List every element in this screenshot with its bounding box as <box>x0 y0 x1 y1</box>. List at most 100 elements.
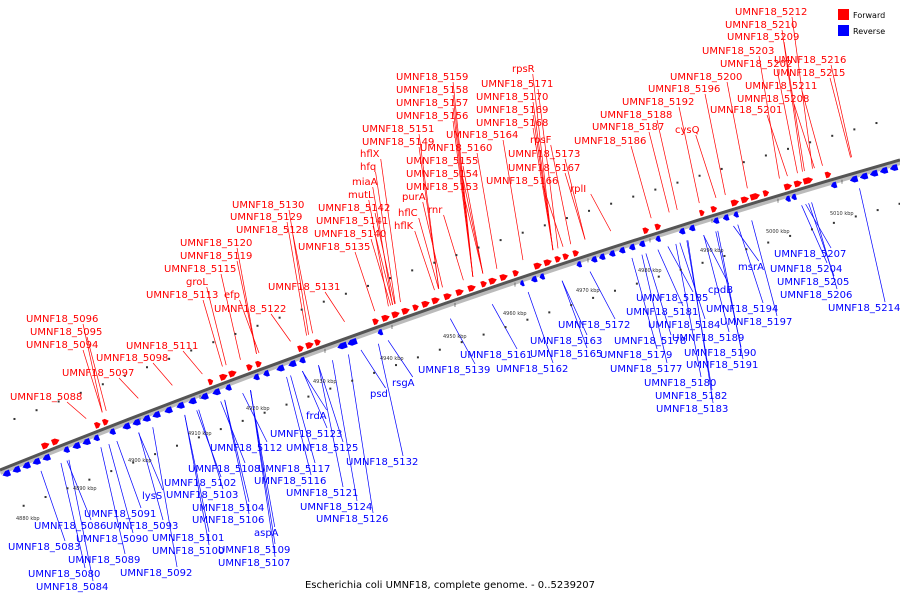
forward-leader-line <box>288 209 309 335</box>
forward-leader-line <box>418 217 439 289</box>
reverse-gene-label: UMNF18_5107 <box>218 558 290 569</box>
reverse-gene-label: UMNF18_5108 <box>188 464 260 475</box>
gene-labels: UMNF18_5088UMNF18_5097UMNF18_5098UMNF18_… <box>8 7 900 593</box>
reverse-track-dot <box>132 461 135 464</box>
reverse-track-dot <box>263 411 266 414</box>
reverse-gene <box>638 240 646 248</box>
reverse-gene-label: UMNF18_5162 <box>496 364 568 375</box>
forward-leader-line <box>656 119 678 211</box>
reverse-gene-label: UMNF18_5090 <box>76 534 148 545</box>
reverse-leader-line <box>302 370 328 429</box>
forward-leader-line <box>220 273 241 360</box>
forward-track-dot <box>521 231 524 234</box>
forward-gene <box>642 227 650 235</box>
forward-leader-line <box>286 221 307 336</box>
forward-gene <box>554 256 561 263</box>
reverse-track-dot <box>570 304 573 307</box>
reverse-leader-line <box>657 249 684 307</box>
reverse-gene <box>830 181 838 189</box>
reverse-leader-line <box>138 432 164 491</box>
axis-tick-label: 5010 kbp <box>830 211 854 217</box>
reverse-gene <box>72 441 82 449</box>
reverse-track-dot <box>66 487 69 490</box>
forward-gene-label: UMNF18_5164 <box>446 130 518 141</box>
forward-gene-label: miaA <box>352 177 378 188</box>
forward-gene <box>698 209 705 217</box>
reverse-gene-label: UMNF18_5161 <box>460 350 532 361</box>
forward-gene <box>219 373 228 381</box>
forward-leader-line <box>152 362 173 386</box>
forward-leader-line <box>236 247 257 354</box>
reverse-leader-line <box>631 257 658 350</box>
reverse-leader-line <box>811 202 838 290</box>
forward-gene-label: UMNF18_5166 <box>486 176 558 187</box>
reverse-gene-label: UMNF18_5172 <box>558 320 630 331</box>
reverse-gene-label: UMNF18_5093 <box>106 521 178 532</box>
forward-track-dot <box>366 284 369 287</box>
forward-leader-line <box>462 178 484 274</box>
reverse-gene-label: UMNF18_5109 <box>218 545 290 556</box>
forward-gene <box>101 418 109 426</box>
forward-track-dot <box>787 147 790 150</box>
reverse-leader-line <box>108 444 134 534</box>
reverse-track-dot <box>44 496 47 499</box>
forward-gene-label: cysQ <box>675 125 700 136</box>
reverse-gene <box>678 227 686 235</box>
reverse-leader-line <box>561 280 588 336</box>
forward-gene-label: mutL <box>348 190 374 201</box>
forward-gene-label: UMNF18_5170 <box>476 92 548 103</box>
reverse-track-dot <box>657 275 660 278</box>
reverse-gene <box>276 364 285 372</box>
reverse-gene <box>299 356 306 364</box>
forward-gene-label: UMNF18_5094 <box>26 340 98 351</box>
axis-tick-label: 4880 kbp <box>16 516 40 522</box>
forward-gene-label: UMNF18_5200 <box>670 72 742 83</box>
reverse-gene-label: UMNF18_5103 <box>166 490 238 501</box>
forward-gene-label: rpsR <box>512 64 535 75</box>
forward-gene-label: rpsF <box>530 135 552 146</box>
reverse-track-dot <box>373 371 376 374</box>
forward-leader-line <box>292 234 313 334</box>
forward-gene-label: UMNF18_5188 <box>600 110 672 121</box>
forward-leader-line <box>324 291 345 323</box>
forward-track-dot <box>256 324 259 327</box>
reverse-track-dot <box>526 318 529 321</box>
forward-leader-line <box>236 260 257 354</box>
reverse-leader-line <box>318 365 344 488</box>
reverse-track-dot <box>110 470 113 473</box>
reverse-leader-line <box>301 370 328 411</box>
reverse-gene <box>63 446 71 453</box>
forward-leader-line <box>648 131 670 213</box>
forward-gene <box>824 171 832 179</box>
reverse-leader-line <box>318 365 344 443</box>
forward-leader-line <box>422 201 443 288</box>
forward-track-dot <box>322 300 325 303</box>
reverse-gene-label: UMNF18_5121 <box>286 488 358 499</box>
forward-leader-line <box>776 68 798 174</box>
reverse-track-dot <box>876 209 879 212</box>
reverse-gene <box>859 172 869 180</box>
forward-gene-label: UMNF18_5186 <box>574 136 646 147</box>
forward-gene-label: UMNF18_5140 <box>314 229 386 240</box>
forward-gene-label: UMNF18_5159 <box>396 72 468 83</box>
reverse-track-dot <box>351 379 354 382</box>
reverse-track-dot <box>635 282 638 285</box>
reverse-leader-line <box>242 392 268 443</box>
forward-gene <box>488 277 497 285</box>
reverse-gene-label: UMNF18_5214 <box>828 303 900 314</box>
forward-gene-label: UMNF18_5216 <box>774 55 846 66</box>
reverse-gene-label: cpdB <box>708 285 733 296</box>
reverse-gene <box>889 164 899 171</box>
forward-gene-label: purA <box>402 192 426 203</box>
reverse-gene <box>176 401 185 409</box>
reverse-gene <box>733 211 740 218</box>
reverse-leader-line <box>138 432 164 521</box>
reverse-gene-label: psd <box>370 389 388 400</box>
reverse-track-dot <box>613 289 616 292</box>
reverse-leader-line <box>717 230 744 360</box>
forward-gene-label: UMNF18_5142 <box>318 203 390 214</box>
forward-gene <box>533 262 542 270</box>
forward-leader-line <box>783 41 805 172</box>
reverse-gene-label: UMNF18_5102 <box>164 478 236 489</box>
